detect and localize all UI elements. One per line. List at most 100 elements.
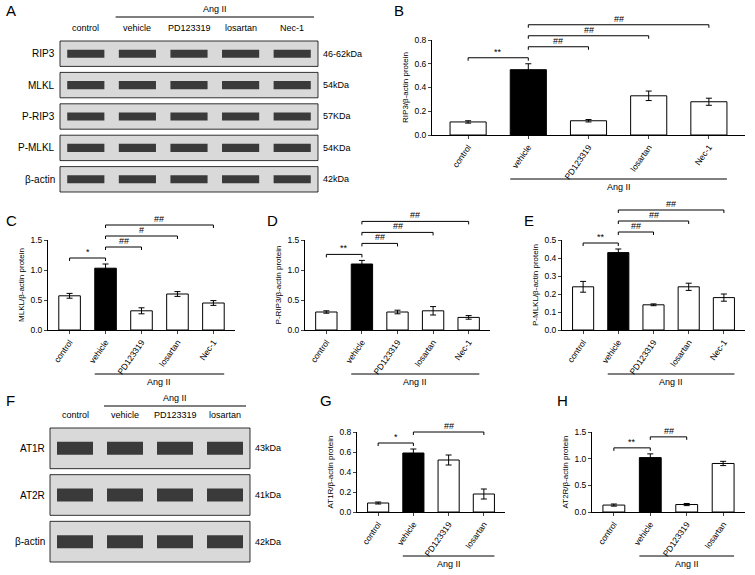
svg-text:Ang II: Ang II xyxy=(659,377,683,387)
svg-text:0.5: 0.5 xyxy=(544,235,556,245)
svg-text:0.0: 0.0 xyxy=(414,130,426,140)
svg-text:PD123319: PD123319 xyxy=(661,520,692,559)
svg-text:0.5: 0.5 xyxy=(287,295,299,305)
svg-text:##: ## xyxy=(393,221,403,231)
svg-text:0.2: 0.2 xyxy=(339,487,351,497)
svg-text:P-MLKL: P-MLKL xyxy=(18,142,55,153)
svg-text:vehicle: vehicle xyxy=(111,410,139,420)
svg-text:AT2R/β-actin protein: AT2R/β-actin protein xyxy=(561,436,570,509)
svg-text:G: G xyxy=(320,392,332,409)
svg-text:0.0: 0.0 xyxy=(287,325,299,335)
svg-text:42kDa: 42kDa xyxy=(255,537,281,547)
svg-text:0.5: 0.5 xyxy=(574,480,586,490)
svg-text:RIP3: RIP3 xyxy=(32,48,55,59)
svg-text:Ang II: Ang II xyxy=(607,182,631,192)
svg-text:losartan: losartan xyxy=(157,338,183,369)
svg-text:Ang II: Ang II xyxy=(203,4,227,14)
svg-text:AT1R/β-actin protein: AT1R/β-actin protein xyxy=(326,436,335,509)
svg-text:*: * xyxy=(394,432,398,442)
svg-text:Ang II: Ang II xyxy=(437,559,461,569)
svg-text:42kDa: 42kDa xyxy=(323,174,349,184)
svg-text:0.0: 0.0 xyxy=(574,507,586,517)
svg-text:control: control xyxy=(565,338,588,365)
svg-text:PD123319: PD123319 xyxy=(562,143,593,182)
svg-text:##: ## xyxy=(154,214,164,224)
svg-text:0.4: 0.4 xyxy=(414,82,426,92)
svg-text:β-actin: β-actin xyxy=(25,174,55,185)
svg-text:vehicle: vehicle xyxy=(123,23,151,33)
svg-text:1.0: 1.0 xyxy=(574,454,586,464)
svg-text:0.3: 0.3 xyxy=(544,271,556,281)
svg-text:losartan: losartan xyxy=(463,520,489,551)
svg-text:control: control xyxy=(72,23,99,33)
svg-text:MLKL/β-actin protein: MLKL/β-actin protein xyxy=(17,248,26,322)
svg-text:AT1R: AT1R xyxy=(20,443,45,454)
svg-text:##: ## xyxy=(649,210,659,220)
svg-text:PD123319: PD123319 xyxy=(371,338,402,377)
svg-text:##: ## xyxy=(666,199,676,209)
svg-text:RIP3/β-actin protein: RIP3/β-actin protein xyxy=(401,52,410,123)
svg-text:MLKL: MLKL xyxy=(28,80,55,91)
svg-text:PD123319: PD123319 xyxy=(423,520,454,559)
svg-text:vehicle: vehicle xyxy=(395,520,419,548)
svg-text:43kDa: 43kDa xyxy=(255,443,281,453)
svg-text:control: control xyxy=(62,410,89,420)
svg-text:1.5: 1.5 xyxy=(287,235,299,245)
svg-text:control: control xyxy=(52,338,75,365)
svg-text:0.0: 0.0 xyxy=(544,325,556,335)
svg-text:Ang II: Ang II xyxy=(147,377,171,387)
svg-text:0.2: 0.2 xyxy=(544,289,556,299)
svg-text:vehicle: vehicle xyxy=(632,520,656,548)
svg-text:**: ** xyxy=(628,437,636,447)
svg-text:losartan: losartan xyxy=(225,23,257,33)
svg-text:losartan: losartan xyxy=(668,338,694,369)
svg-text:##: ## xyxy=(410,210,420,220)
svg-text:vehicle: vehicle xyxy=(510,143,534,171)
svg-text:*: * xyxy=(86,247,90,257)
svg-text:##: ## xyxy=(553,36,563,46)
svg-text:PD123319: PD123319 xyxy=(115,338,146,377)
svg-text:losartan: losartan xyxy=(703,520,729,551)
svg-text:Nec-1: Nec-1 xyxy=(453,338,474,363)
svg-text:**: ** xyxy=(494,47,502,57)
svg-text:1.0: 1.0 xyxy=(287,265,299,275)
svg-text:0.6: 0.6 xyxy=(339,447,351,457)
svg-text:54KDa: 54KDa xyxy=(323,143,351,153)
svg-text:control: control xyxy=(450,143,473,170)
svg-text:0.6: 0.6 xyxy=(414,59,426,69)
svg-text:losartan: losartan xyxy=(209,410,241,420)
svg-text:0.1: 0.1 xyxy=(544,307,556,317)
svg-text:control: control xyxy=(596,520,619,547)
svg-text:Nec-1: Nec-1 xyxy=(708,338,729,363)
svg-text:0.2: 0.2 xyxy=(414,106,426,116)
svg-text:P-RIP3: P-RIP3 xyxy=(22,111,55,122)
svg-text:1.0: 1.0 xyxy=(30,265,42,275)
svg-text:PD123319: PD123319 xyxy=(168,23,211,33)
svg-text:Ang II: Ang II xyxy=(675,559,699,569)
svg-text:0.4: 0.4 xyxy=(339,467,351,477)
svg-text:P-MLKL/β-actin protein: P-MLKL/β-actin protein xyxy=(531,244,540,326)
svg-text:P-RIP3/β-actin protein: P-RIP3/β-actin protein xyxy=(274,246,283,325)
svg-text:0.0: 0.0 xyxy=(339,507,351,517)
svg-text:46-62kDa: 46-62kDa xyxy=(323,49,362,59)
svg-text:B: B xyxy=(394,2,404,19)
svg-text:54kDa: 54kDa xyxy=(323,80,349,90)
svg-text:1.5: 1.5 xyxy=(574,427,586,437)
svg-text:Nec-1: Nec-1 xyxy=(197,338,218,363)
svg-text:control: control xyxy=(309,338,332,365)
svg-text:vehicle: vehicle xyxy=(600,338,624,366)
svg-text:Ang II: Ang II xyxy=(163,393,187,403)
svg-text:C: C xyxy=(6,212,17,229)
svg-text:##: ## xyxy=(584,25,594,35)
svg-text:##: ## xyxy=(631,221,641,231)
svg-text:**: ** xyxy=(597,232,605,242)
svg-text:F: F xyxy=(6,392,15,409)
svg-text:losartan: losartan xyxy=(413,338,439,369)
svg-text:H: H xyxy=(557,392,568,409)
svg-text:vehicle: vehicle xyxy=(344,338,368,366)
svg-text:0.4: 0.4 xyxy=(544,253,556,263)
svg-text:Ang II: Ang II xyxy=(403,377,427,387)
svg-text:Nec-1: Nec-1 xyxy=(280,23,304,33)
svg-text:E: E xyxy=(524,212,534,229)
svg-text:A: A xyxy=(6,2,16,19)
